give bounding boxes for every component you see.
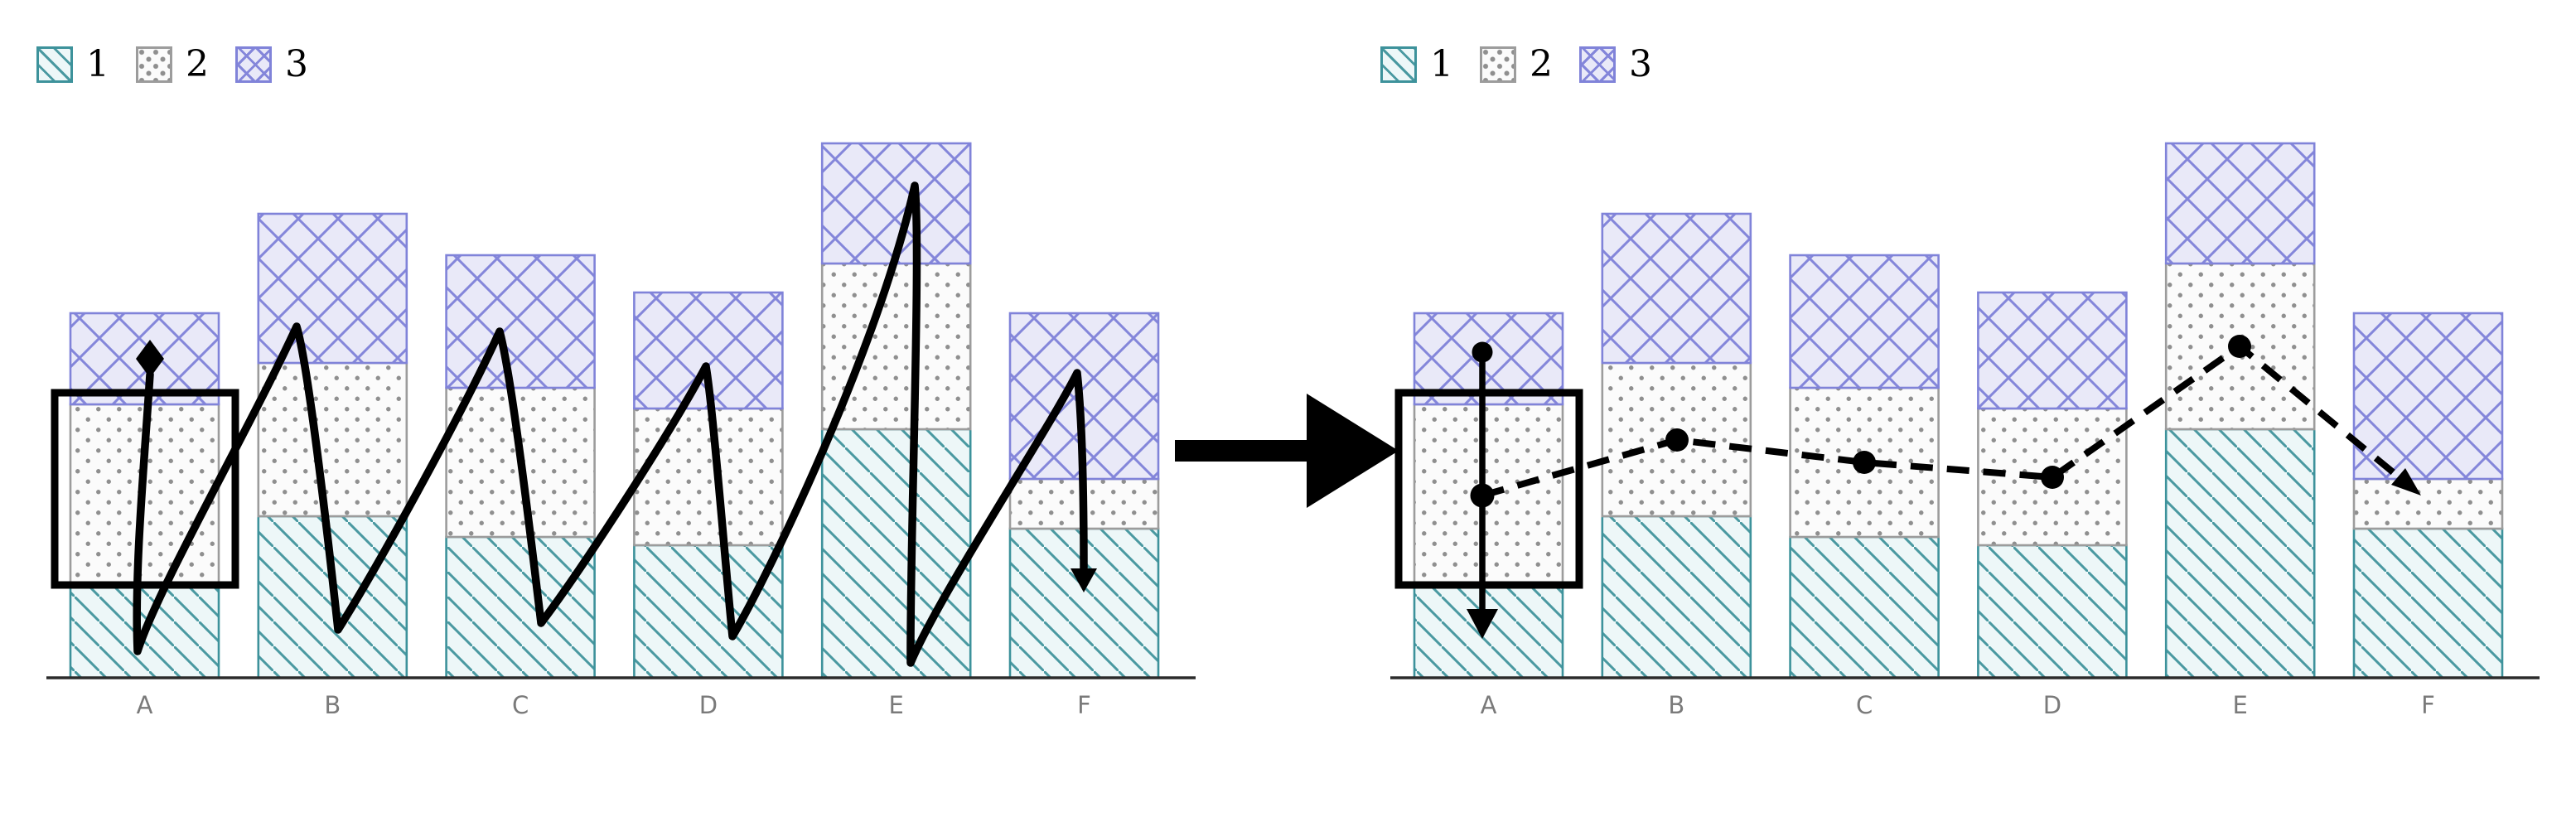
bar-D-segment-1	[633, 544, 784, 679]
legend-label-series-2: 2	[1530, 43, 1553, 85]
axis-label-left-E: E	[889, 691, 904, 719]
bar-F-segment-1	[2352, 527, 2504, 679]
dots-hatch-swatch-icon	[136, 46, 172, 83]
dashed-series-dot-E	[2228, 335, 2251, 358]
legend-label-series-1: 1	[1430, 43, 1453, 85]
bar-A-segment-1	[1413, 585, 1564, 679]
probe-top-dot-marker	[1472, 341, 1493, 363]
axis-label-right-D: D	[2043, 691, 2061, 719]
axis-label-left-C: C	[512, 691, 529, 719]
bar-D-segment-3	[1977, 291, 2128, 410]
dashed-series-line	[1481, 341, 2404, 499]
bar-D-segment-2	[633, 407, 784, 547]
bar-D-segment-1	[1977, 544, 2128, 679]
chart-left: A B C D E F	[46, 142, 1196, 719]
bar-E-segment-1	[2164, 428, 2316, 679]
bar-C-segment-3	[445, 254, 596, 389]
axis-label-left-D: D	[699, 691, 718, 719]
axis-label-left-A: A	[137, 691, 153, 719]
axis-label-left-B: B	[324, 691, 341, 719]
axis-label-right-E: E	[2233, 691, 2248, 719]
dashed-series-dot-D	[2041, 466, 2064, 489]
axis-label-right-A: A	[1481, 691, 1497, 719]
bar-B-segment-3	[257, 212, 408, 365]
bar-B-segment-2	[257, 361, 408, 518]
legend-label-series-2: 2	[186, 43, 209, 85]
dashed-series-dot-B	[1665, 428, 1689, 452]
trace-line	[133, 181, 1088, 667]
legend-item-series-1: 1	[1380, 46, 1453, 83]
axis-label-left-F: F	[1077, 691, 1091, 719]
transition-arrow-icon	[1175, 394, 1399, 508]
dashed-series-dot-C	[1853, 451, 1876, 474]
bar-E-segment-3	[2164, 142, 2316, 265]
diagonal-hatch-swatch-icon	[36, 46, 73, 83]
crosshatch-swatch-icon	[1579, 46, 1616, 83]
bar-F-segment-2	[2352, 477, 2504, 530]
dashed-series-arrowhead-icon	[2391, 468, 2421, 496]
legend-item-series-3: 3	[1579, 46, 1652, 83]
legend-right: 1 2 3	[1380, 46, 1652, 83]
trace-start-diamond-marker	[136, 340, 164, 378]
legend-item-series-1: 1	[36, 46, 109, 83]
crosshatch-swatch-icon	[235, 46, 272, 83]
dots-hatch-swatch-icon	[1480, 46, 1516, 83]
legend-left: 1 2 3	[36, 46, 308, 83]
legend-item-series-2: 2	[1480, 46, 1553, 83]
legend-item-series-2: 2	[136, 46, 209, 83]
axis-label-right-C: C	[1856, 691, 1873, 719]
bar-B-segment-1	[1601, 515, 1752, 679]
bar-E-segment-1	[820, 428, 972, 679]
trace-end-arrowhead-icon	[1071, 568, 1097, 592]
bar-F-segment-3	[2352, 312, 2504, 481]
legend-label-series-1: 1	[86, 43, 109, 85]
bar-C-segment-1	[445, 535, 596, 679]
diagonal-hatch-swatch-icon	[1380, 46, 1417, 83]
selection-box-right	[1394, 389, 1583, 589]
bar-B-segment-3	[1601, 212, 1752, 365]
chart-right: A B C D E F	[1390, 142, 2540, 719]
legend-label-series-3: 3	[285, 43, 308, 85]
bar-C-segment-3	[1789, 254, 1940, 389]
legend-item-series-3: 3	[235, 46, 308, 83]
axis-label-right-F: F	[2421, 691, 2435, 719]
legend-label-series-3: 3	[1629, 43, 1652, 85]
axis-label-right-B: B	[1668, 691, 1684, 719]
bar-C-segment-1	[1789, 535, 1940, 679]
probe-down-arrowhead-icon	[1467, 609, 1498, 639]
